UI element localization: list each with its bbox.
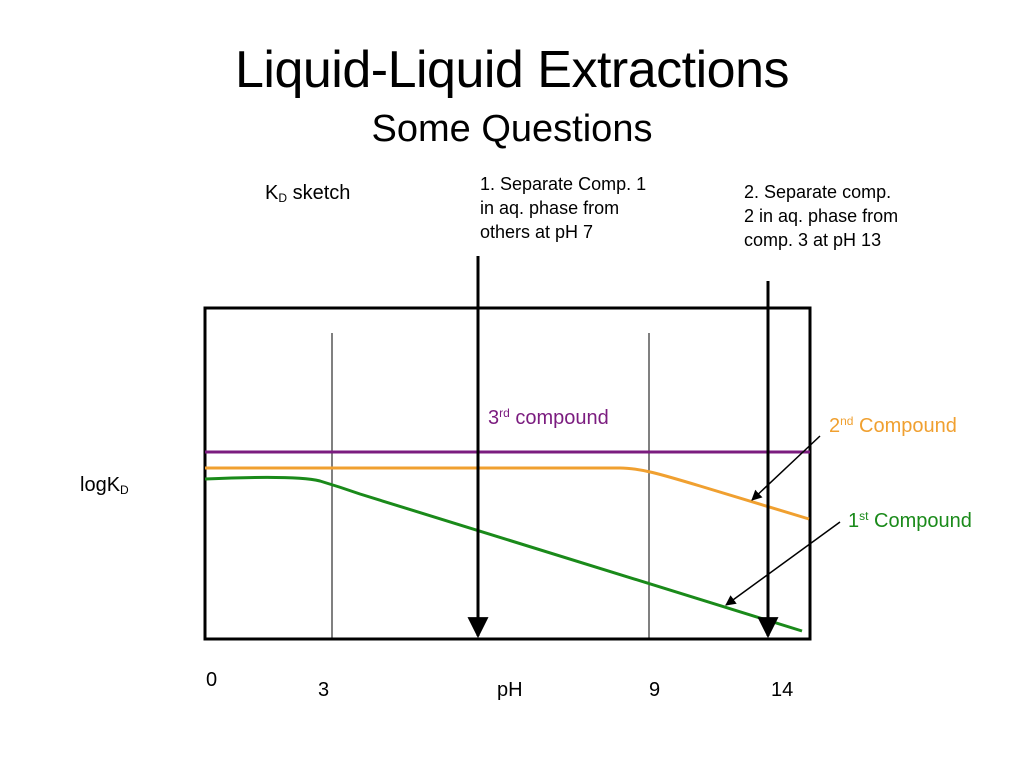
x-axis-label: pH — [497, 679, 523, 701]
compound-1-ordinal: st — [859, 509, 869, 523]
y-axis-label-sub: D — [120, 483, 129, 497]
x-tick-0: 0 — [206, 669, 218, 691]
plot-frame — [203, 306, 812, 641]
compound-1-num: 1 — [848, 510, 860, 532]
kd-sketch-label: KD sketch — [265, 181, 350, 210]
compound-3-text: compound — [509, 407, 609, 429]
question-1-line-1: 1. Separate Comp. 1 — [480, 174, 647, 194]
question-1-line-2: in aq. phase from — [480, 198, 620, 218]
y-axis-label-base: logK — [80, 474, 121, 496]
compound-1-pointer-arrow — [725, 521, 841, 606]
kd-sketch-base: K — [265, 182, 279, 204]
compound-3-ordinal: rd — [499, 406, 510, 420]
compound-2-pointer-arrow — [751, 435, 821, 501]
question-2-line-1: 2. Separate comp. — [744, 182, 892, 202]
compound-2-curve — [205, 466, 810, 521]
compound-2-ordinal: nd — [840, 414, 854, 428]
compound-2-text: Compound — [853, 415, 957, 437]
kd-sketch-rest: sketch — [287, 182, 351, 204]
slide-title: Liquid-Liquid Extractions — [234, 41, 790, 99]
compound-1-text: Compound — [868, 510, 972, 532]
question-2-text: 2. Separate comp. 2 in aq. phase from co… — [744, 180, 898, 252]
compound-3-num: 3 — [488, 407, 500, 429]
slide-subtitle: Some Questions — [371, 108, 653, 150]
question-2-line-3: comp. 3 at pH 13 — [744, 230, 882, 250]
kd-sketch-sub: D — [278, 191, 288, 205]
x-tick-3: 3 — [318, 679, 330, 701]
question-2-line-2: 2 in aq. phase from — [744, 206, 899, 226]
y-axis-label: logKD — [80, 473, 129, 502]
question-1-text: 1. Separate Comp. 1 in aq. phase from ot… — [480, 172, 646, 244]
x-tick-14: 14 — [771, 679, 794, 701]
x-tick-9: 9 — [649, 679, 661, 701]
compound-1-curve — [204, 475, 803, 633]
compound-2-label: 2nd Compound — [829, 409, 957, 438]
compound-1-label: 1st Compound — [848, 504, 972, 533]
compound-2-num: 2 — [829, 415, 841, 437]
compound-3-label: 3rd compound — [488, 401, 609, 430]
question-1-line-3: others at pH 7 — [480, 222, 594, 242]
